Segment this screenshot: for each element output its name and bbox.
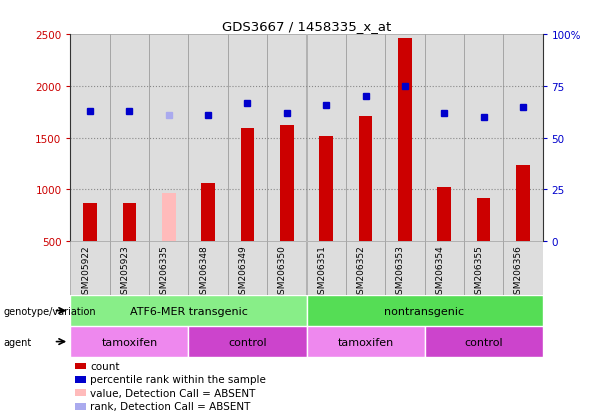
Bar [306, 242, 346, 295]
Text: tamoxifen: tamoxifen [101, 337, 158, 347]
Text: count: count [90, 361, 120, 371]
Bar [110, 242, 149, 295]
Bar [189, 35, 228, 242]
Bar [83, 204, 97, 242]
Bar [228, 242, 267, 295]
Bar [75, 389, 86, 396]
Bar [385, 35, 424, 242]
Bar [149, 35, 189, 242]
Title: GDS3667 / 1458335_x_at: GDS3667 / 1458335_x_at [222, 19, 391, 33]
Text: ATF6-MER transgenic: ATF6-MER transgenic [129, 306, 248, 316]
Text: GSM205923: GSM205923 [121, 244, 129, 299]
Text: control: control [228, 337, 267, 347]
Bar [346, 242, 385, 295]
Bar [267, 35, 306, 242]
Bar [110, 35, 149, 242]
Bar [306, 35, 346, 242]
Bar [162, 193, 176, 242]
Bar [464, 35, 503, 242]
Bar [201, 184, 215, 242]
Bar [503, 35, 543, 242]
Bar [123, 204, 136, 242]
Text: tamoxifen: tamoxifen [337, 337, 394, 347]
Bar [280, 126, 294, 242]
Bar [424, 326, 543, 357]
Text: GSM206355: GSM206355 [474, 244, 484, 299]
Bar [70, 242, 110, 295]
Text: value, Detection Call = ABSENT: value, Detection Call = ABSENT [90, 388, 256, 398]
Bar [149, 242, 189, 295]
Text: GSM206350: GSM206350 [278, 244, 287, 299]
Bar [75, 376, 86, 383]
Bar [267, 242, 306, 295]
Bar [424, 35, 464, 242]
Bar [398, 39, 412, 242]
Bar [319, 136, 333, 242]
Text: genotype/variation: genotype/variation [3, 306, 96, 316]
Bar [424, 242, 464, 295]
Text: nontransgenic: nontransgenic [384, 306, 465, 316]
Bar [75, 403, 86, 410]
Bar [464, 242, 503, 295]
Bar [70, 35, 110, 242]
Text: GSM206348: GSM206348 [199, 244, 208, 299]
Bar [189, 242, 228, 295]
Bar [503, 242, 543, 295]
Text: rank, Detection Call = ABSENT: rank, Detection Call = ABSENT [90, 401, 251, 411]
Bar [241, 129, 254, 242]
Text: GSM206349: GSM206349 [238, 244, 248, 299]
Bar [306, 326, 424, 357]
Text: GSM206354: GSM206354 [435, 244, 444, 299]
Bar [346, 35, 385, 242]
Bar [477, 198, 490, 242]
Text: agent: agent [3, 337, 31, 347]
Bar [359, 116, 372, 242]
Text: control: control [464, 337, 503, 347]
Bar [306, 295, 543, 326]
Bar [75, 363, 86, 369]
Bar [516, 165, 530, 242]
Bar [70, 295, 306, 326]
Bar [189, 326, 306, 357]
Bar [228, 35, 267, 242]
Text: GSM206353: GSM206353 [396, 244, 405, 299]
Text: percentile rank within the sample: percentile rank within the sample [90, 375, 266, 385]
Text: GSM206335: GSM206335 [160, 244, 169, 299]
Text: GSM206352: GSM206352 [357, 244, 365, 299]
Text: GSM206356: GSM206356 [514, 244, 523, 299]
Bar [437, 188, 451, 242]
Text: GSM205922: GSM205922 [81, 244, 90, 299]
Bar [385, 242, 424, 295]
Text: GSM206351: GSM206351 [317, 244, 326, 299]
Bar [70, 326, 189, 357]
